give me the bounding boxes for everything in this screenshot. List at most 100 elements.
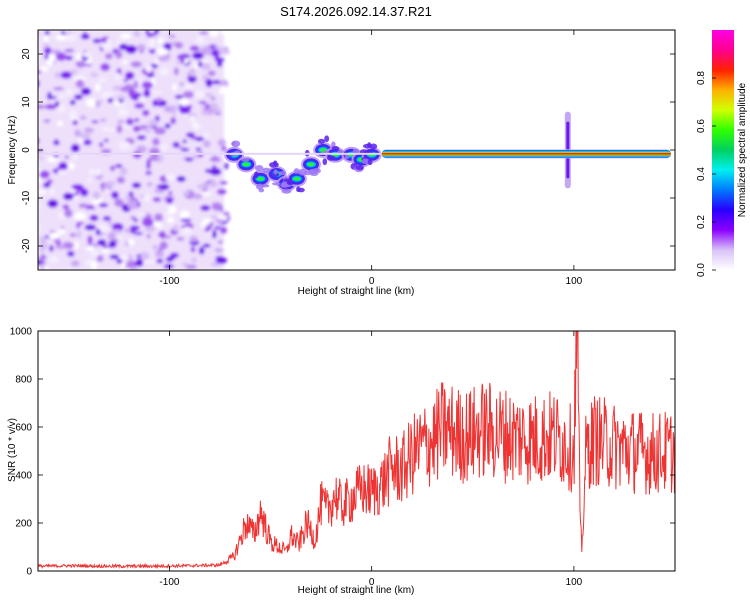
noise-speck (179, 210, 190, 219)
noise-speck (222, 241, 228, 249)
noise-speck (57, 120, 63, 127)
noise-speck (131, 182, 142, 189)
noise-speck (116, 124, 123, 134)
signal-speck (367, 142, 372, 148)
noise-speck (92, 191, 101, 200)
noise-speck (108, 128, 116, 132)
noise-speck (125, 194, 131, 202)
noise-speck (85, 245, 95, 251)
noise-speck (213, 46, 219, 50)
noise-speck (124, 263, 137, 268)
noise-speck (115, 50, 123, 59)
spectrogram-x-label: Height of straight line (km) (298, 286, 415, 297)
signal-speck (355, 165, 364, 171)
noise-speck (38, 51, 42, 58)
noise-speck (214, 247, 224, 253)
colorbar-tick-label: 0.4 (696, 167, 707, 181)
noise-speck (86, 178, 93, 183)
signal-speck (273, 160, 278, 166)
noise-speck (192, 122, 198, 127)
noise-speck (66, 88, 74, 96)
noise-speck (126, 200, 138, 210)
noise-speck (102, 245, 109, 249)
noise-speck (89, 214, 99, 222)
noise-speck (87, 235, 93, 245)
y-tick-label: 800 (15, 375, 32, 386)
noise-speck (39, 263, 45, 270)
signal-speck (369, 143, 378, 150)
noise-speck (124, 71, 135, 80)
noise-speck (158, 231, 167, 238)
noise-speck (148, 155, 159, 162)
noise-speck (39, 170, 50, 179)
noise-speck (152, 99, 158, 107)
noise-speck (192, 51, 204, 60)
noise-speck (203, 140, 211, 148)
snr-panel: -100 0 100 0 200 400 600 800 1000 Height of str… (7, 327, 676, 596)
noise-speck (190, 134, 197, 140)
noise-speck (118, 141, 131, 150)
signal-speck (293, 168, 300, 174)
noise-speck (159, 241, 168, 250)
noise-speck (116, 95, 127, 100)
noise-speck (184, 157, 194, 162)
noise-speck (76, 230, 82, 239)
noise-speck (95, 168, 102, 176)
noise-speck (211, 229, 217, 239)
noise-speck (78, 203, 89, 209)
y-tick-label: 400 (15, 471, 32, 482)
noise-speck (157, 48, 169, 56)
noise-speck (180, 218, 192, 223)
noise-speck (206, 107, 215, 114)
noise-speck (154, 249, 165, 258)
noise-speck (169, 252, 180, 258)
noise-speck (218, 89, 224, 95)
noise-speck (152, 197, 162, 202)
noise-speck (200, 192, 212, 196)
noise-speck (193, 62, 199, 70)
noise-speck (65, 55, 73, 61)
noise-speck (156, 184, 166, 189)
noise-speck (124, 228, 130, 233)
noise-speck (153, 30, 160, 36)
noise-speck (133, 231, 144, 236)
noise-speck (116, 176, 126, 184)
noise-speck (91, 120, 99, 124)
noise-speck (153, 127, 166, 135)
noise-speck (143, 193, 151, 203)
x-tick-label: 100 (566, 577, 583, 588)
noise-speck (80, 87, 92, 96)
noise-speck (62, 204, 70, 210)
noise-speck (146, 182, 153, 187)
noise-speck (130, 61, 142, 68)
noise-speck (80, 33, 90, 40)
noise-speck (89, 168, 95, 176)
snr-series-line (38, 331, 675, 570)
noise-speck (114, 86, 122, 91)
snr-y-label: SNR (10 * v/v) (7, 418, 18, 482)
noise-speck (70, 260, 80, 267)
noise-speck (115, 72, 121, 81)
signal-speck (297, 187, 305, 193)
y-tick-label: 600 (15, 423, 32, 434)
signal-speck (331, 141, 336, 148)
noise-speck (83, 127, 95, 134)
noise-speck (216, 188, 227, 195)
noise-speck (107, 219, 113, 228)
noise-speck (67, 250, 75, 257)
noise-speck (44, 103, 57, 110)
noise-speck (55, 52, 67, 61)
noise-speck (46, 179, 53, 184)
noise-speck (152, 245, 158, 250)
noise-speck (212, 203, 224, 211)
signal-speck (310, 172, 319, 177)
colorbar-tick-label: 0.8 (696, 71, 707, 85)
noise-speck (182, 113, 189, 117)
noise-speck (210, 97, 216, 101)
noise-speck (96, 254, 104, 262)
noise-speck (101, 43, 112, 49)
noise-speck (83, 139, 92, 146)
noise-speck (198, 246, 205, 255)
noise-speck (185, 264, 197, 270)
noise-speck (205, 78, 213, 88)
